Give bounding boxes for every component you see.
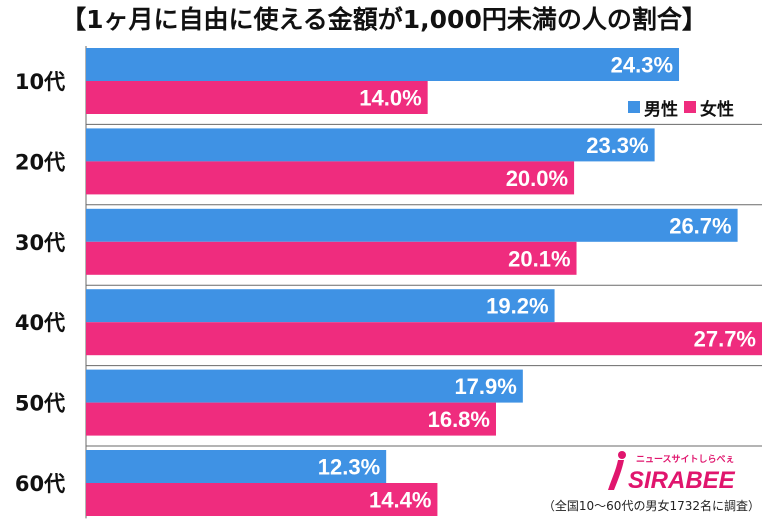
- bar-female: [86, 161, 575, 195]
- data-label-female: 16.8%: [428, 407, 490, 432]
- logo-brand: SIRABEE: [628, 467, 736, 492]
- data-label-female: 27.7%: [694, 327, 756, 352]
- legend-swatch-female: [684, 101, 696, 113]
- logo-tagline: ニュースサイトしらべぇ: [636, 454, 735, 465]
- bar-male: [86, 450, 387, 483]
- bar-female: [86, 81, 428, 114]
- legend-item-female: 女性: [684, 95, 734, 120]
- category-label: 50代: [15, 392, 65, 416]
- data-label-female: 14.4%: [369, 488, 431, 513]
- sirabee-logo-icon: ニュースサイトしらべぇ SIRABEE: [608, 451, 736, 492]
- data-label-male: 19.2%: [486, 294, 548, 319]
- category-label: 30代: [15, 231, 65, 255]
- legend-label-female: 女性: [700, 99, 734, 120]
- data-label-male: 12.3%: [318, 455, 380, 480]
- chart-title: 【1ヶ月に自由に使える金額が1,000円未満の人の割合】: [61, 5, 707, 34]
- data-label-male: 17.9%: [454, 374, 516, 399]
- data-label-female: 14.0%: [359, 86, 421, 111]
- bar-female: [86, 402, 496, 436]
- legend: 男性 女性: [622, 95, 756, 120]
- footnote: （全国10～60代の男女1732名に調査）: [542, 499, 760, 513]
- data-label-female: 20.0%: [506, 166, 568, 191]
- data-label-female: 20.1%: [508, 246, 570, 271]
- category-label: 20代: [15, 150, 65, 174]
- legend-label-male: 男性: [644, 99, 678, 120]
- legend-swatch-male: [628, 101, 640, 113]
- category-label: 10代: [15, 70, 65, 94]
- category-label: 60代: [15, 472, 65, 496]
- legend-item-male: 男性: [628, 95, 678, 120]
- bar-female: [86, 322, 762, 356]
- data-label-male: 26.7%: [669, 213, 731, 238]
- bar-female: [86, 483, 438, 516]
- bar-male: [86, 289, 555, 323]
- bar-female: [86, 241, 577, 275]
- bar-male: [86, 208, 738, 242]
- bar-male: [86, 369, 523, 403]
- data-label-male: 23.3%: [586, 133, 648, 158]
- bar-male: [86, 128, 655, 162]
- bar-male: [86, 48, 680, 81]
- data-label-male: 24.3%: [611, 53, 673, 78]
- category-label: 40代: [15, 311, 65, 335]
